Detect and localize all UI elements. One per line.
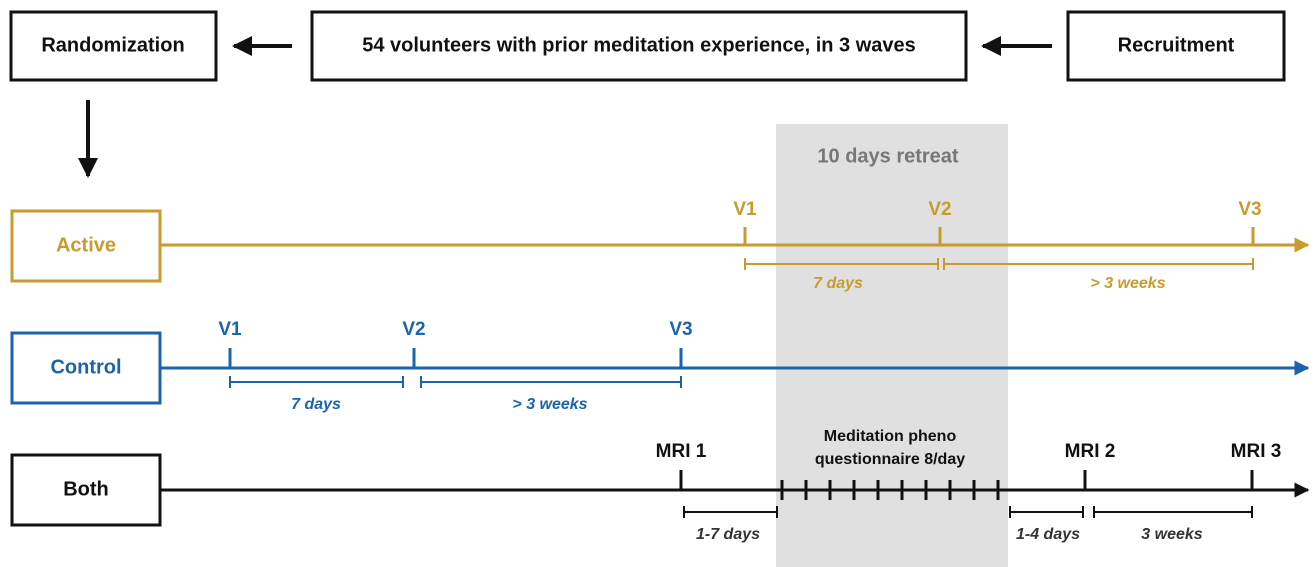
control-arm xyxy=(10,331,1310,405)
interval-label: 3 weeks xyxy=(1141,526,1202,543)
questionnaire-label: Meditation pheno xyxy=(824,428,957,445)
scan-label: MRI 3 xyxy=(1231,441,1282,462)
active-arm xyxy=(10,209,1310,283)
scan-label: MRI 2 xyxy=(1065,441,1116,462)
box-label: Recruitment xyxy=(1118,34,1235,56)
arm-label: Control xyxy=(50,356,121,378)
interval-label: 1-4 days xyxy=(1016,526,1080,543)
scan-label: MRI 1 xyxy=(656,441,707,462)
visit-label: V3 xyxy=(1238,199,1261,220)
visit-label: V2 xyxy=(928,199,951,220)
visit-label: V2 xyxy=(402,319,425,340)
questionnaire-label: questionnaire 8/day xyxy=(815,451,965,468)
interval-label: 7 days xyxy=(813,275,863,292)
interval-label: > 3 weeks xyxy=(1090,275,1165,292)
retreat-band xyxy=(776,124,1008,567)
retreat-label: 10 days retreat xyxy=(817,145,959,167)
visit-label: V3 xyxy=(669,319,692,340)
interval-label: > 3 weeks xyxy=(512,396,587,413)
visit-label: V1 xyxy=(218,319,242,340)
arm-label: Active xyxy=(56,234,116,256)
both-arm xyxy=(10,453,1310,527)
arm-label: Both xyxy=(63,478,109,500)
box xyxy=(9,10,218,82)
box-label: 54 volunteers with prior meditation expe… xyxy=(362,34,916,56)
box xyxy=(310,10,968,82)
box-label: Randomization xyxy=(41,34,184,56)
visit-label: V1 xyxy=(733,199,757,220)
interval-label: 7 days xyxy=(291,396,341,413)
interval-label: 1-7 days xyxy=(696,526,760,543)
box xyxy=(1066,10,1286,82)
